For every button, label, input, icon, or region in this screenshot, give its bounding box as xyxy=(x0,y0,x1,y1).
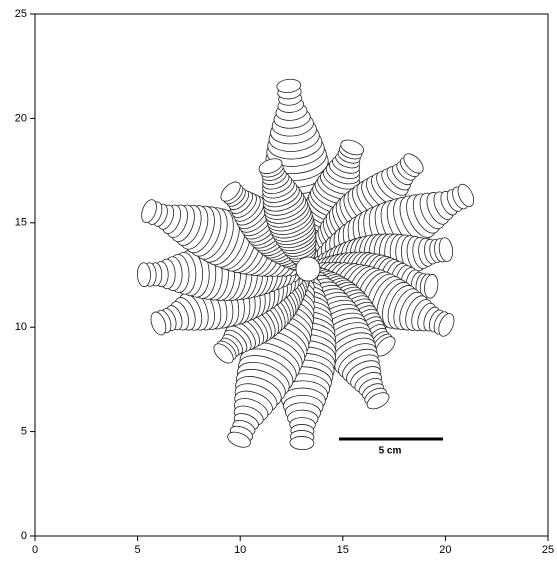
plot-frame xyxy=(34,13,549,537)
growth-contour xyxy=(150,311,167,336)
dendrite-pattern xyxy=(136,78,475,451)
x-tick-label: 10 xyxy=(234,544,246,556)
growth-contour xyxy=(141,199,157,224)
y-tick-label: 15 xyxy=(15,217,27,229)
growth-contour xyxy=(136,262,151,288)
growth-contour xyxy=(438,313,455,337)
growth-contour xyxy=(213,343,234,364)
x-tick-label: 25 xyxy=(542,544,554,556)
growth-contour xyxy=(403,153,424,174)
x-tick-label: 20 xyxy=(439,544,451,556)
y-tick-label: 0 xyxy=(21,530,27,542)
y-tick-label: 25 xyxy=(15,8,27,20)
y-tick-label: 20 xyxy=(15,112,27,124)
growth-core xyxy=(295,256,321,282)
growth-contour xyxy=(258,158,283,174)
growth-contour xyxy=(438,237,454,262)
growth-contour xyxy=(276,78,302,93)
growth-contour xyxy=(289,436,315,451)
x-tick-label: 0 xyxy=(32,544,38,556)
y-tick-label: 5 xyxy=(21,426,27,438)
growth-contour xyxy=(366,392,390,410)
growth-contour xyxy=(457,183,475,208)
y-tick-label: 10 xyxy=(15,321,27,333)
scale-label: 5 cm xyxy=(379,446,402,457)
x-tick-label: 5 xyxy=(135,544,141,556)
growth-contour xyxy=(424,274,439,299)
growth-contour xyxy=(340,139,365,156)
x-tick-label: 15 xyxy=(337,544,349,556)
growth-contour xyxy=(220,181,241,202)
growth-contour xyxy=(227,431,251,448)
